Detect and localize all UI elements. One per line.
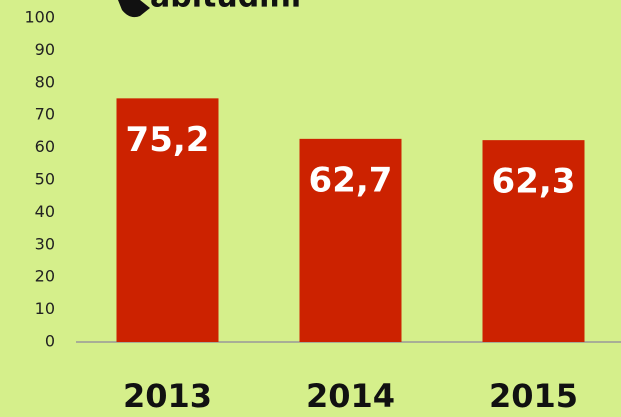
y-tick-label: 10 <box>35 299 55 318</box>
y-tick-label: 80 <box>35 72 55 91</box>
y-tick-label: 100 <box>24 8 55 27</box>
bar <box>116 98 219 343</box>
bar <box>299 138 402 342</box>
y-tick-label: 20 <box>35 267 55 286</box>
y-tick-label: 50 <box>35 170 55 189</box>
bar <box>482 140 585 342</box>
value-label: 62,3 <box>492 162 576 202</box>
x-tick-label: 2015 <box>489 377 578 415</box>
value-label: 75,2 <box>126 120 210 160</box>
y-tick-label: 0 <box>45 332 55 351</box>
y-tick-label: 30 <box>35 234 55 253</box>
y-tick-label: 40 <box>35 202 55 221</box>
value-label: 62,7 <box>309 160 393 200</box>
y-tick-label: 60 <box>35 137 55 156</box>
x-tick-label: 2013 <box>123 377 212 415</box>
chart-title: abitudini <box>150 0 301 15</box>
icon <box>118 0 150 18</box>
y-tick-label: 70 <box>35 105 55 124</box>
x-tick-label: 2014 <box>306 377 395 415</box>
y-tick-label: 90 <box>35 40 55 59</box>
